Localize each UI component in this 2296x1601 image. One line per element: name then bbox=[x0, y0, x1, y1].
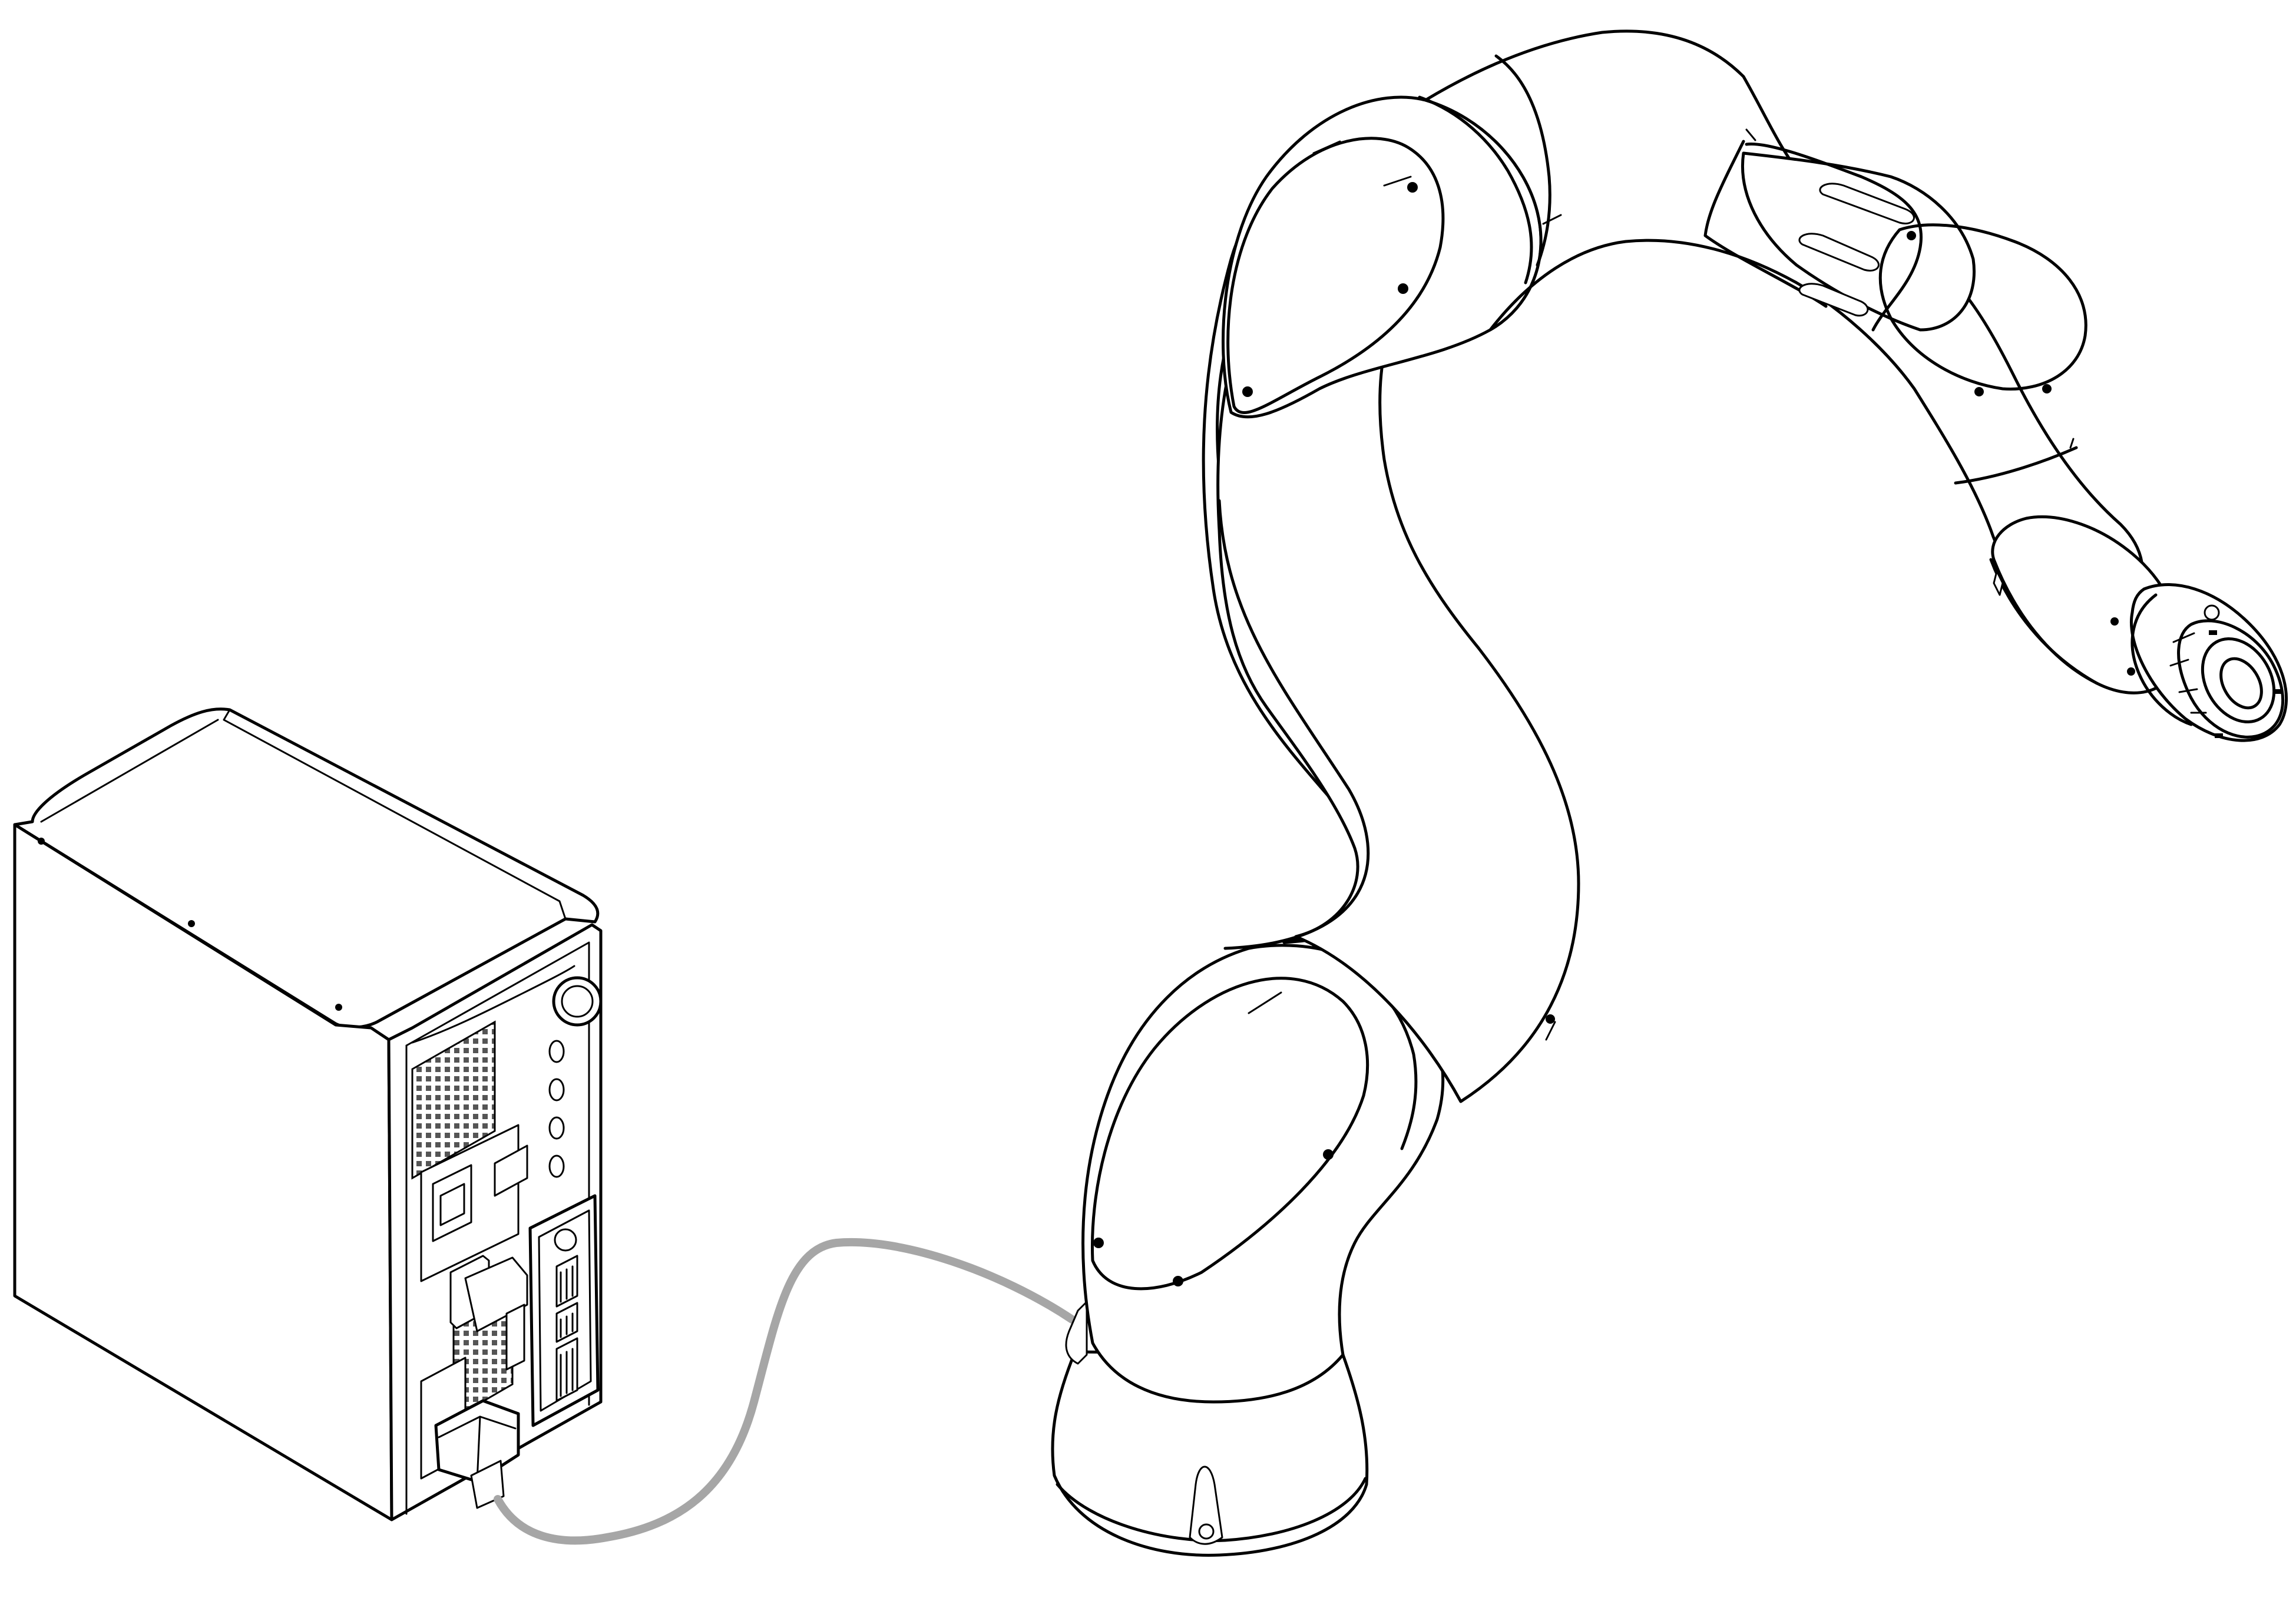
lower-joint-cover bbox=[1091, 977, 1369, 1291]
upper-link-outer-edge bbox=[1218, 499, 1370, 950]
indicator-hole bbox=[548, 1155, 565, 1178]
wrist-slot bbox=[1798, 233, 1880, 272]
robot-arm bbox=[1051, 29, 2288, 1557]
indicator-hole bbox=[548, 1116, 565, 1140]
wrist-joint-1 bbox=[1741, 151, 1976, 332]
forearm-band bbox=[1418, 95, 1533, 285]
main-switch bbox=[432, 1164, 472, 1242]
ground-plate bbox=[494, 1144, 528, 1197]
io-round-port bbox=[554, 1228, 577, 1252]
vent-grille-upper bbox=[411, 1020, 496, 1180]
shoulder-cover bbox=[1226, 137, 1445, 414]
indicator-hole bbox=[548, 1040, 565, 1063]
controller-cabinet bbox=[13, 707, 603, 1521]
arm-lower-link bbox=[1081, 944, 1445, 1404]
robot-base bbox=[1051, 1350, 1369, 1557]
flange-bore bbox=[2219, 657, 2263, 710]
wrist-slot bbox=[1819, 183, 1915, 224]
wrist-slot bbox=[1798, 283, 1869, 317]
base-connector bbox=[1189, 1466, 1223, 1545]
robot-cable-connector bbox=[434, 1399, 520, 1483]
indicator-hole bbox=[548, 1078, 565, 1101]
connection-cable bbox=[494, 1238, 1076, 1545]
